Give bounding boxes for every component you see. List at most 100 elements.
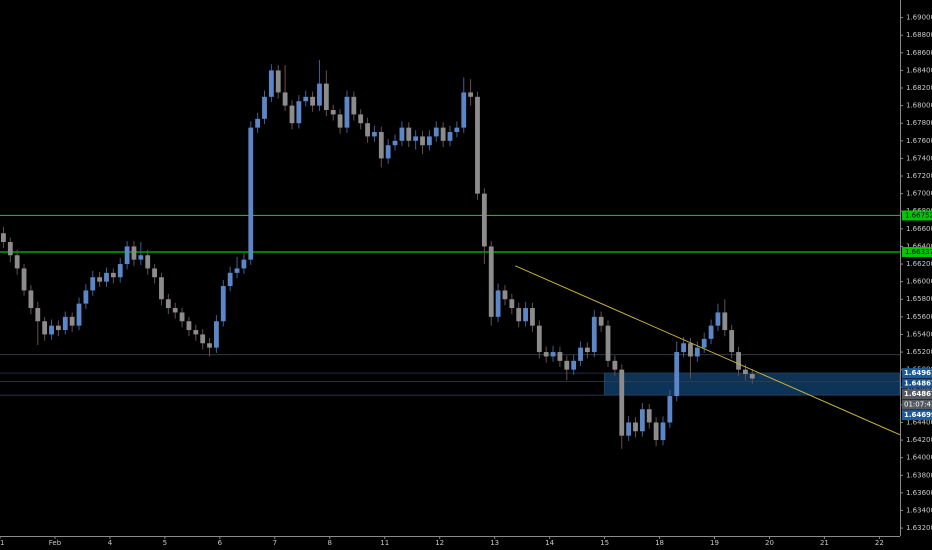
candle-body [124,246,130,265]
candle-body [461,92,467,128]
candle-body [481,193,487,247]
candle-body [516,308,522,322]
candle-body [715,312,721,326]
candle-body [605,325,611,361]
y-tick-label: 1.67200 [906,172,932,180]
candle-body [571,360,577,370]
x-tick-label: 14 [545,539,554,547]
x-tick-label: 21 [820,539,829,547]
candle-body [502,290,508,300]
level-tag-label: 1.66337 [905,248,932,256]
candle-body [248,127,254,260]
candle-body [282,92,288,106]
candle-body [234,268,240,273]
x-tick-label: 18 [655,539,664,547]
candle-body [62,316,68,331]
countdown: 01:07:47 [904,401,932,409]
x-tick-label: 6 [218,539,223,547]
candle-body [708,325,714,339]
candle-body [550,352,556,357]
candle-body [262,96,267,119]
x-tick-label: 11 [380,539,389,547]
candle-body [186,321,192,331]
candle-body [90,277,96,291]
candle-body [667,396,673,423]
candle-body [509,299,515,309]
candle-body [83,290,89,304]
candle-body [426,136,432,146]
x-tick-label: 4 [108,539,113,547]
candle-body [475,96,480,194]
candle-body [633,422,638,432]
candle-body [598,316,604,326]
candle-body [626,422,632,436]
candle-body [165,299,171,309]
candle-body [433,127,439,137]
candle-body [330,110,336,115]
candle-body [585,347,590,353]
y-tick-label: 1.67800 [906,119,932,127]
candle-body [7,242,13,256]
trendline [515,265,901,436]
candle-body [385,145,391,159]
y-tick-label: 1.65200 [906,348,932,356]
x-tick-label: 7 [273,539,277,547]
y-tick-label: 1.64000 [906,454,932,462]
candle-body [152,268,157,278]
candle-body [653,422,659,441]
y-tick-label: 1.64400 [906,418,932,426]
candle-body [406,127,412,141]
x-tick-label: 8 [328,539,332,547]
candle-body [28,290,34,309]
y-tick-label: 1.65600 [906,313,932,321]
y-tick-label: 1.67400 [906,154,932,162]
candle-body [523,308,528,322]
price-tag [902,368,932,379]
candle-body [530,308,535,326]
y-tick-label: 1.63200 [906,524,932,532]
candle-body [21,268,27,291]
candle-body [131,246,137,260]
x-tick-label: 20 [765,539,774,547]
y-tick-label: 1.65400 [906,330,932,338]
candle-body [495,290,501,317]
candle-body [49,325,54,335]
y-tick-label: 1.64200 [906,436,932,444]
candle-body [365,123,370,137]
candle-body [420,136,425,146]
level-tag-label: 1.66752 [905,211,932,219]
candle-body [612,360,618,370]
y-tick-label: 1.63800 [906,471,932,479]
candle-body [207,343,212,348]
y-tick-label: 1.68800 [906,31,932,39]
candle-body [275,70,281,93]
candle-body [688,343,693,357]
y-tick-label: 1.69000 [906,14,932,22]
candle-body [35,308,41,322]
y-tick-label: 1.68600 [906,49,932,57]
price-tag [902,410,932,421]
candle-body [42,321,48,335]
y-tick-label: 1.68400 [906,66,932,74]
level-tag [902,210,932,221]
candle-body [337,114,343,128]
candle-body [619,369,625,436]
candle-body [317,83,322,106]
candle-body [193,330,199,335]
candle-body [358,114,364,124]
price-tag-label: 1.64867 [904,390,932,398]
y-tick-label: 1.63600 [906,489,932,497]
countdown-tag [902,399,932,410]
candle-body [200,334,206,344]
candle-body [392,140,398,146]
y-tick-label: 1.66200 [906,260,932,268]
y-tick-label: 1.67600 [906,137,932,145]
y-tick-label: 1.66400 [906,242,932,250]
y-tick-label: 1.66600 [906,225,932,233]
candle-body [557,352,563,361]
candle-body [255,118,261,128]
candle-body [372,132,377,137]
candle-body [117,264,123,278]
candle-body [543,352,549,357]
